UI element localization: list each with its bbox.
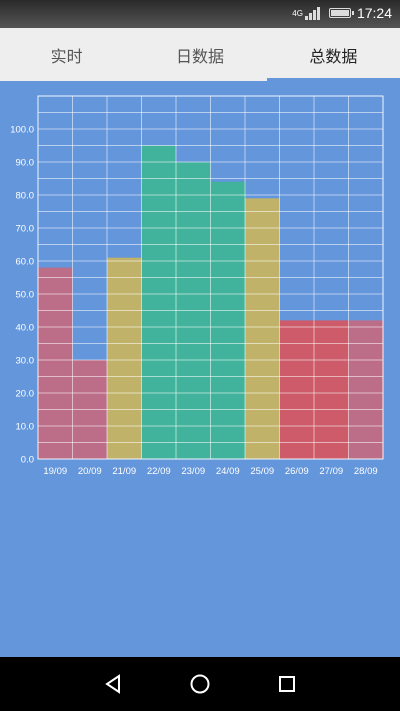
navigation-bar	[0, 657, 400, 711]
x-tick-label: 22/09	[147, 466, 171, 477]
y-tick-label: 0.0	[21, 455, 34, 466]
tab-daily-data-label: 日数据	[175, 46, 224, 66]
x-tick-label: 23/09	[181, 466, 205, 477]
x-tick-label: 20/09	[78, 466, 102, 477]
bar-28-09	[348, 320, 383, 459]
y-tick-label: 60.0	[16, 257, 35, 268]
bar-21-09	[107, 257, 142, 459]
chart-area: 0.0 10.0 20.0 30.0 40.0 50.0 60.0 70.0 80.0 90.0 1…	[0, 81, 400, 657]
y-tick-label: 100.0	[10, 125, 34, 136]
battery-icon	[328, 8, 354, 18]
plot-border	[37, 95, 384, 460]
back-icon[interactable]	[102, 673, 124, 695]
bar-27-09	[314, 320, 349, 459]
bar-25-09	[245, 198, 280, 460]
y-tick-label: 30.0	[16, 356, 35, 367]
x-tick-label: 19/09	[43, 466, 67, 477]
signal-icon	[304, 6, 323, 20]
tab-realtime-label: 实时	[50, 46, 83, 66]
x-tick-label: 26/09	[285, 466, 309, 477]
status-bar: 4G 17:24	[0, 0, 400, 28]
home-icon[interactable]	[189, 673, 211, 695]
y-tick-label: 20.0	[16, 389, 35, 400]
x-tick-label: 24/09	[216, 466, 240, 477]
tab-total-data-label: 总数据	[309, 46, 358, 66]
x-tick-label: 25/09	[250, 466, 274, 477]
y-tick-label: 80.0	[16, 191, 35, 202]
recent-apps-icon[interactable]	[276, 673, 298, 695]
network-label: 4G	[292, 8, 303, 18]
tab-daily-data[interactable]: 日数据	[133, 28, 266, 81]
bar-22-09	[141, 145, 176, 459]
y-tick-label: 90.0	[16, 158, 35, 169]
y-tick-label: 50.0	[16, 290, 35, 301]
bar-chart: 0.0 10.0 20.0 30.0 40.0 50.0 60.0 70.0 80.0 90.0 1…	[10, 95, 384, 477]
y-tick-label: 40.0	[16, 323, 35, 334]
x-tick-label: 21/09	[112, 466, 136, 477]
y-tick-label: 70.0	[16, 224, 35, 235]
x-tick-label: 28/09	[354, 466, 378, 477]
tab-realtime[interactable]: 实时	[0, 28, 133, 81]
bar-19-09	[38, 267, 73, 459]
bar-24-09	[210, 181, 245, 460]
clock: 17:24	[356, 5, 392, 21]
x-tick-label: 27/09	[319, 466, 343, 477]
tab-total-data[interactable]: 总数据	[266, 28, 400, 81]
tab-bar: 实时 日数据 总数据	[0, 28, 400, 81]
bar-26-09	[279, 320, 314, 459]
y-tick-label: 10.0	[16, 422, 35, 433]
